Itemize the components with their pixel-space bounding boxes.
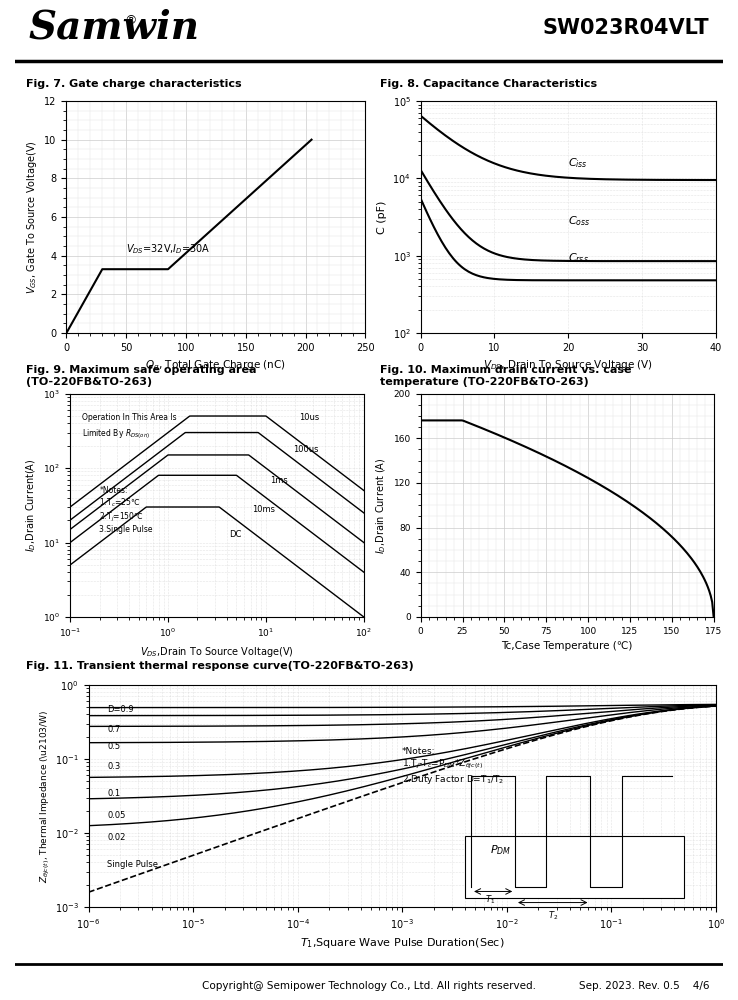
Text: Copyright@ Semipower Technology Co., Ltd. All rights reserved.: Copyright@ Semipower Technology Co., Ltd… bbox=[202, 981, 536, 991]
Text: 0.7: 0.7 bbox=[108, 725, 120, 734]
Text: D=0.9: D=0.9 bbox=[108, 705, 134, 714]
Text: $C_{oss}$: $C_{oss}$ bbox=[568, 214, 590, 228]
Text: *Notes:
1.T$_j$-T$_c$=P$_{DM}$*Z$_{\theta jc(t)}$
2.Duty Factor D=T$_1$/T$_2$: *Notes: 1.T$_j$-T$_c$=P$_{DM}$*Z$_{\thet… bbox=[402, 747, 505, 786]
Text: Fig. 10. Maximum drain current vs. case
temperature (TO-220FB&TO-263): Fig. 10. Maximum drain current vs. case … bbox=[380, 365, 632, 387]
Text: $T_2$: $T_2$ bbox=[548, 909, 558, 922]
Text: Single Pulse: Single Pulse bbox=[108, 860, 159, 869]
X-axis label: $V_{DS}$,Drain To Source Voltage(V): $V_{DS}$,Drain To Source Voltage(V) bbox=[140, 645, 294, 659]
Text: 0.05: 0.05 bbox=[108, 811, 125, 820]
Text: $P_{DM}$: $P_{DM}$ bbox=[490, 843, 511, 857]
Text: Operation In This Area Is: Operation In This Area Is bbox=[82, 413, 176, 422]
Text: Sep. 2023. Rev. 0.5    4/6: Sep. 2023. Rev. 0.5 4/6 bbox=[579, 981, 709, 991]
Text: SW023R04VLT: SW023R04VLT bbox=[542, 17, 709, 37]
Text: ®: ® bbox=[125, 14, 137, 27]
Y-axis label: $I_D$,Drain Current(A): $I_D$,Drain Current(A) bbox=[24, 459, 38, 552]
X-axis label: $Q_g$, Total Gate Charge (nC): $Q_g$, Total Gate Charge (nC) bbox=[145, 358, 286, 373]
Text: Fig. 9. Maximum safe operating area
(TO-220FB&TO-263): Fig. 9. Maximum safe operating area (TO-… bbox=[26, 365, 256, 387]
Y-axis label: $V_{GS}$, Gate To Source Voltage(V): $V_{GS}$, Gate To Source Voltage(V) bbox=[25, 140, 39, 294]
Text: 10ms: 10ms bbox=[252, 505, 275, 514]
Y-axis label: C (pF): C (pF) bbox=[377, 200, 387, 234]
Text: 0.5: 0.5 bbox=[108, 742, 120, 751]
Text: *Notes:
1.T$_c$=25℃
2.T$_j$=150℃
3.Single Pulse: *Notes: 1.T$_c$=25℃ 2.T$_j$=150℃ 3.Singl… bbox=[100, 486, 153, 534]
FancyBboxPatch shape bbox=[465, 836, 684, 898]
Text: $T_1$: $T_1$ bbox=[485, 894, 495, 906]
Y-axis label: $I_D$,Drain Current (A): $I_D$,Drain Current (A) bbox=[374, 457, 388, 554]
Text: 100us: 100us bbox=[293, 445, 319, 454]
Text: 0.3: 0.3 bbox=[108, 762, 120, 771]
Text: 1ms: 1ms bbox=[270, 476, 288, 485]
Text: Limited By $R_{DS(on)}$: Limited By $R_{DS(on)}$ bbox=[82, 427, 150, 441]
Text: $C_{rss}$: $C_{rss}$ bbox=[568, 251, 589, 265]
X-axis label: $T_1$,Square Wave Pulse Duration(Sec): $T_1$,Square Wave Pulse Duration(Sec) bbox=[300, 936, 505, 950]
Text: 10us: 10us bbox=[299, 413, 320, 422]
Text: $V_{DS}$=32V,$I_D$=30A: $V_{DS}$=32V,$I_D$=30A bbox=[126, 242, 211, 256]
Text: Fig. 7. Gate charge characteristics: Fig. 7. Gate charge characteristics bbox=[26, 79, 241, 89]
Text: Samwin: Samwin bbox=[29, 8, 200, 46]
Text: $C_{iss}$: $C_{iss}$ bbox=[568, 156, 588, 170]
Text: 0.1: 0.1 bbox=[108, 789, 120, 798]
Text: Fig. 8. Capacitance Characteristics: Fig. 8. Capacitance Characteristics bbox=[380, 79, 597, 89]
Text: DC: DC bbox=[229, 530, 241, 539]
X-axis label: Tc,Case Temperature (℃): Tc,Case Temperature (℃) bbox=[501, 641, 633, 651]
Y-axis label: $Z_{\theta jc(t)}$, Thermal Impedance (\u2103/W): $Z_{\theta jc(t)}$, Thermal Impedance (\… bbox=[39, 709, 52, 883]
X-axis label: $V_{DS}$, Drain To Source Voltage (V): $V_{DS}$, Drain To Source Voltage (V) bbox=[483, 358, 653, 372]
Text: Fig. 11. Transient thermal response curve(TO-220FB&TO-263): Fig. 11. Transient thermal response curv… bbox=[26, 661, 413, 671]
Text: 0.02: 0.02 bbox=[108, 833, 125, 842]
